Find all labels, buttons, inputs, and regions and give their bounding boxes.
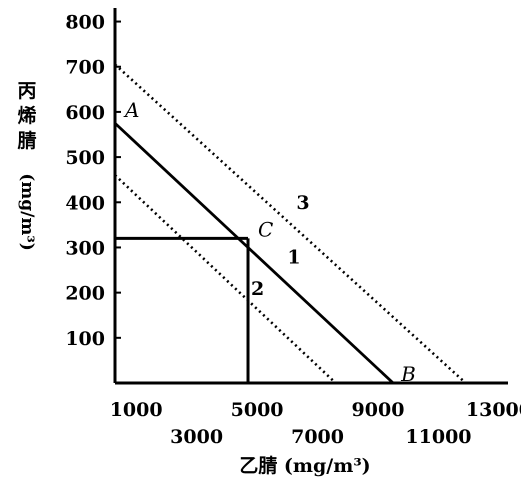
series-label-2: 2 — [251, 278, 264, 300]
series-label-3: 3 — [296, 192, 309, 214]
y-tick-label: 400 — [65, 192, 105, 214]
x-tick-label: 9000 — [352, 399, 405, 421]
y-axis-unit: (mg/m³) — [17, 173, 37, 251]
y-tick-label: 800 — [65, 12, 105, 34]
x-tick-label: 11000 — [405, 426, 471, 448]
point-label-A: A — [123, 98, 139, 122]
y-axis-title-char-1: 丙 — [17, 80, 36, 102]
x-tick-label: 1000 — [110, 399, 163, 421]
y-axis-title-char-3: 腈 — [16, 129, 36, 152]
point-label-C: C — [258, 217, 273, 241]
x-tick-label: 13000 — [466, 399, 521, 421]
series-line-2 — [114, 174, 337, 384]
axes: 100 200 300 400 500 600 700 800 1000 3000 5000 7000… — [65, 8, 521, 448]
x-tick-label: 7000 — [291, 426, 344, 448]
series-line-3 — [114, 63, 467, 384]
y-tick-label: 600 — [65, 102, 105, 124]
y-tick-label: 500 — [65, 147, 105, 169]
x-axis-title: 乙腈 (mg/m³) — [239, 454, 370, 477]
labels: A B C1 2 3 — [123, 98, 416, 386]
y-axis-title-char-2: 烯 — [17, 104, 36, 127]
guide-lines — [115, 236, 250, 383]
y-tick-label: 200 — [65, 283, 105, 305]
series-line-1 — [114, 122, 395, 385]
y-tick-label: 700 — [65, 57, 105, 79]
series-lines — [114, 63, 467, 385]
x-tick-label: 5000 — [231, 399, 284, 421]
y-tick-label: 300 — [65, 237, 105, 259]
series-label-1: 1 — [287, 246, 300, 268]
x-tick-label: 3000 — [170, 426, 223, 448]
point-label-B: B — [400, 362, 416, 386]
y-tick-label: 100 — [65, 328, 105, 350]
